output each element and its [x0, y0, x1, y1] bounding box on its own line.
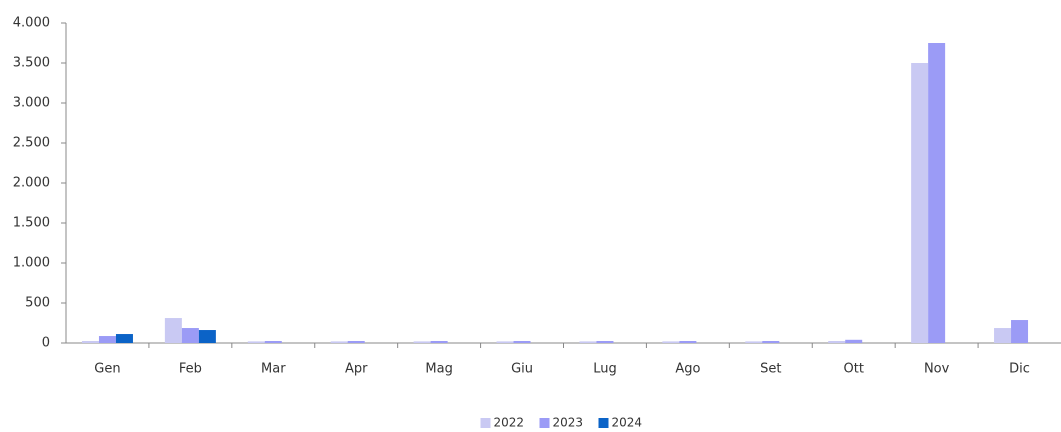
bar — [496, 341, 514, 343]
bar — [430, 341, 448, 343]
y-tick-label: 500 — [25, 296, 50, 311]
bar — [513, 341, 531, 343]
legend-label: 2023 — [553, 416, 584, 430]
x-tick-label: Mar — [261, 362, 286, 377]
y-tick-label: 3.500 — [13, 56, 50, 71]
bar — [181, 328, 199, 343]
bar — [911, 63, 929, 343]
legend-label: 2024 — [612, 416, 643, 430]
bar — [413, 341, 431, 343]
y-tick-label: 0 — [42, 336, 50, 351]
bar — [994, 328, 1012, 343]
bar — [115, 334, 133, 343]
y-tick-label: 3.000 — [13, 96, 50, 111]
x-tick-label: Gen — [94, 362, 120, 377]
y-tick-label: 2.500 — [13, 136, 50, 151]
x-tick-label: Set — [760, 362, 781, 377]
bar — [928, 43, 946, 343]
bar — [828, 341, 846, 343]
x-tick-label: Nov — [924, 362, 950, 377]
x-tick-label: Ago — [675, 362, 700, 377]
x-tick-label: Apr — [345, 362, 368, 377]
y-tick-label: 4.000 — [13, 16, 50, 31]
y-tick-label: 2.000 — [13, 176, 50, 191]
bar — [1011, 320, 1029, 343]
bar — [247, 341, 265, 343]
legend-label: 2022 — [494, 416, 525, 430]
bar — [81, 341, 99, 343]
y-tick-label: 1.500 — [13, 216, 50, 231]
x-tick-label: Feb — [179, 362, 202, 377]
legend-swatch — [598, 418, 609, 428]
bar — [347, 341, 365, 343]
x-tick-label: Ott — [843, 362, 863, 377]
bar — [264, 341, 282, 343]
x-tick-label: Mag — [425, 362, 452, 377]
x-tick-label: Lug — [593, 362, 617, 377]
legend-swatch — [539, 418, 550, 428]
bar — [745, 341, 763, 343]
legend-swatch — [480, 418, 491, 428]
bar — [845, 339, 863, 343]
bar — [98, 336, 116, 343]
y-tick-label: 1.000 — [13, 256, 50, 271]
bar — [762, 341, 780, 343]
bar — [164, 318, 182, 343]
bar — [662, 341, 680, 343]
x-tick-label: Dic — [1009, 362, 1030, 377]
bar — [596, 341, 614, 343]
bar — [579, 341, 597, 343]
bar — [330, 341, 348, 343]
bar — [198, 330, 216, 343]
bar — [679, 341, 697, 343]
x-tick-label: Giu — [511, 362, 533, 377]
